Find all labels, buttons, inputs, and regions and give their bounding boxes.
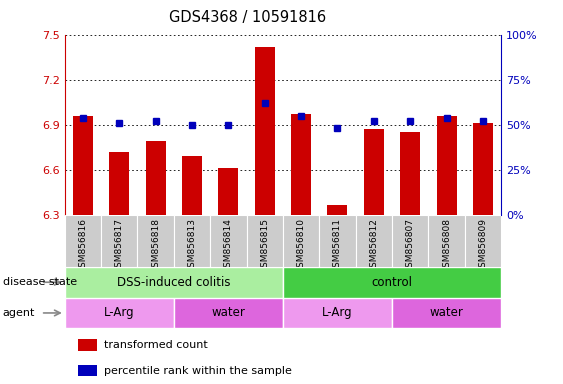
Bar — [283, 267, 501, 298]
Bar — [328, 205, 347, 215]
Bar — [174, 298, 283, 328]
Text: transformed count: transformed count — [104, 340, 208, 350]
Text: GSM856812: GSM856812 — [369, 218, 378, 273]
Text: L-Arg: L-Arg — [322, 306, 353, 319]
Text: GSM856809: GSM856809 — [479, 218, 488, 273]
Bar — [65, 298, 174, 328]
Bar — [78, 339, 97, 351]
Bar — [364, 129, 384, 215]
Bar — [146, 141, 166, 215]
Bar — [428, 215, 464, 267]
Bar — [356, 215, 392, 267]
Bar — [65, 215, 101, 267]
Text: GSM856807: GSM856807 — [406, 218, 415, 273]
Bar — [464, 215, 501, 267]
Bar — [65, 267, 283, 298]
Text: disease state: disease state — [3, 277, 77, 287]
Text: GSM856813: GSM856813 — [187, 218, 196, 273]
Text: control: control — [372, 276, 413, 289]
Bar — [247, 215, 283, 267]
Bar — [137, 215, 174, 267]
Text: GSM856818: GSM856818 — [151, 218, 160, 273]
Text: GSM856816: GSM856816 — [78, 218, 87, 273]
Bar — [174, 215, 210, 267]
Bar — [182, 156, 202, 215]
Text: DSS-induced colitis: DSS-induced colitis — [117, 276, 231, 289]
Bar — [400, 132, 420, 215]
Bar — [78, 365, 97, 376]
Text: L-Arg: L-Arg — [104, 306, 135, 319]
Bar — [436, 116, 457, 215]
Bar — [210, 215, 247, 267]
Text: GSM856815: GSM856815 — [260, 218, 269, 273]
Text: GDS4368 / 10591816: GDS4368 / 10591816 — [169, 10, 327, 25]
Bar — [392, 298, 501, 328]
Text: agent: agent — [3, 308, 35, 318]
Bar — [283, 298, 392, 328]
Bar — [218, 169, 238, 215]
Bar — [101, 215, 137, 267]
Bar — [319, 215, 356, 267]
Bar — [392, 215, 428, 267]
Bar — [109, 152, 129, 215]
Text: water: water — [212, 306, 245, 319]
Bar — [473, 123, 493, 215]
Text: GSM856810: GSM856810 — [297, 218, 306, 273]
Text: GSM856814: GSM856814 — [224, 218, 233, 273]
Bar — [254, 46, 275, 215]
Bar — [291, 114, 311, 215]
Text: percentile rank within the sample: percentile rank within the sample — [104, 366, 292, 376]
Bar — [73, 116, 93, 215]
Text: GSM856811: GSM856811 — [333, 218, 342, 273]
Text: GSM856808: GSM856808 — [442, 218, 451, 273]
Bar — [283, 215, 319, 267]
Text: water: water — [430, 306, 463, 319]
Text: GSM856817: GSM856817 — [115, 218, 124, 273]
